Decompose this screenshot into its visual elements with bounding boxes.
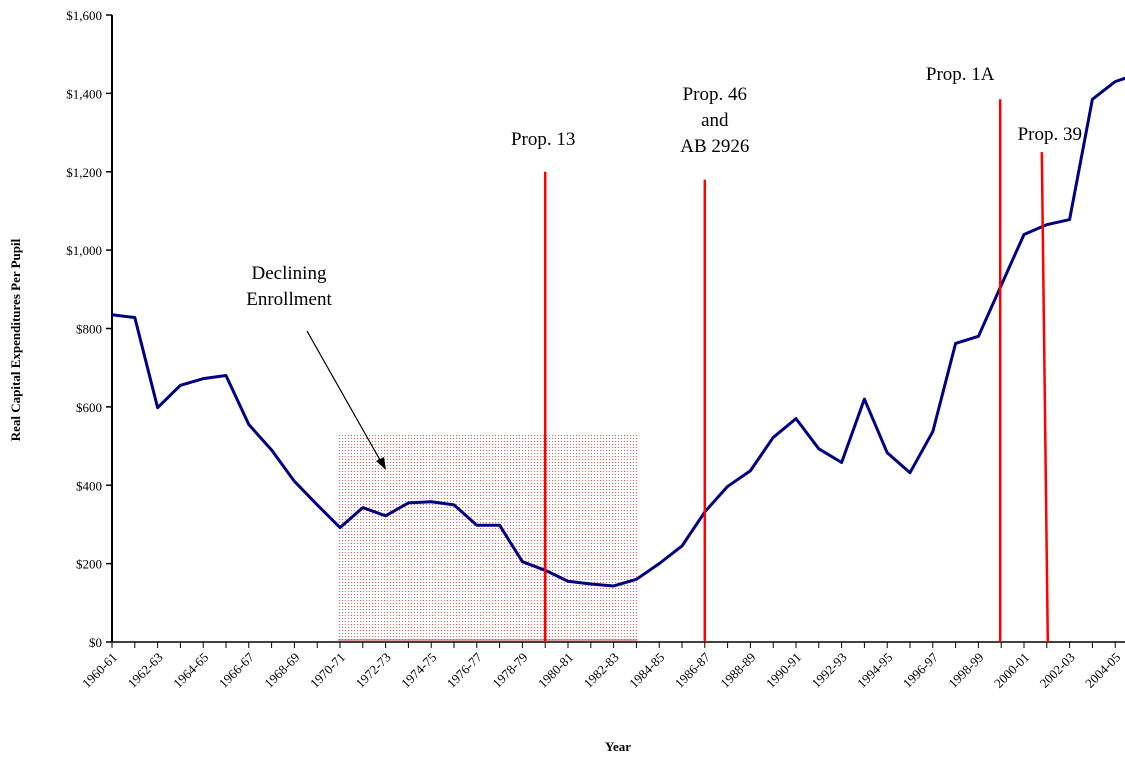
x-tick-label: 1968-69 <box>261 650 302 691</box>
declining-enrollment-shaded-region <box>338 434 638 642</box>
x-tick-label: 1982-83 <box>580 650 621 691</box>
x-tick-label: 1962-63 <box>124 650 165 691</box>
x-tick-label: 1970-71 <box>307 650 348 691</box>
y-axis-ticks: $0 $200 $400 $600 $800 $1,000 $1,200 $1,400 $1,6… <box>66 8 112 650</box>
declining-enrollment-label: Declining <box>252 263 327 284</box>
prop-13-label: Prop. 13 <box>511 129 575 150</box>
declining-enrollment-arrow <box>306 330 381 461</box>
y-tick-label: $800 <box>76 322 102 337</box>
prop-46-label: Prop. 46 <box>683 84 747 105</box>
y-tick-label: $1,400 <box>66 86 102 101</box>
x-tick-label: 1986-87 <box>672 649 714 691</box>
y-tick-label: $1,000 <box>66 243 102 258</box>
y-tick-label: $0 <box>89 635 102 650</box>
x-tick-label: 1988-89 <box>717 650 758 691</box>
x-tick-label: 1960-61 <box>79 650 120 691</box>
arrow-head <box>376 457 386 470</box>
prop-39-label: Prop. 39 <box>1018 124 1082 145</box>
x-axis-ticks: 1960-61 1962-63 1964-65 1966-67 1968-69 1970-… <box>79 642 1123 691</box>
prop-46-label: and <box>701 110 729 131</box>
x-tick-label: 1984-85 <box>626 650 667 691</box>
x-tick-label: 2002-03 <box>1036 650 1077 691</box>
x-tick-label: 1998-99 <box>945 650 986 691</box>
x-tick-label: 1964-65 <box>170 650 211 691</box>
x-tick-label: 1966-67 <box>216 649 258 691</box>
y-tick-label: $400 <box>76 478 102 493</box>
policy-marker-lines <box>543 99 1050 643</box>
x-tick-label: 1972-73 <box>352 650 393 691</box>
x-tick-label: 1992-93 <box>808 650 849 691</box>
policy-marker-line <box>1040 152 1050 643</box>
x-tick-label: 1976-77 <box>444 649 486 691</box>
prop-1a-label: Prop. 1A <box>926 64 995 85</box>
x-tick-label: 2004-05 <box>1082 650 1123 691</box>
x-tick-label: 1990-91 <box>763 650 804 691</box>
x-tick-label: 1996-97 <box>900 649 942 691</box>
y-tick-label: $600 <box>76 400 102 415</box>
prop-46-label: AB 2926 <box>680 136 749 157</box>
x-tick-label: 1980-81 <box>535 650 576 691</box>
x-axis-title: Year <box>605 739 631 754</box>
x-tick-label: 1974-75 <box>398 650 439 691</box>
y-tick-label: $1,600 <box>66 8 102 23</box>
y-tick-label: $200 <box>76 557 102 572</box>
x-tick-label: 1978-79 <box>489 650 530 691</box>
x-tick-label: 1994-95 <box>854 650 895 691</box>
annotations: Prop. 13 Prop. 46 and AB 2926 Prop. 1A Prop. … <box>246 64 1082 310</box>
series-line <box>111 76 1125 588</box>
x-tick-label: 2000-01 <box>991 650 1032 691</box>
declining-enrollment-label: Enrollment <box>246 289 332 310</box>
y-tick-label: $1,200 <box>66 165 102 180</box>
y-axis-title: Real Capital Expenditures Per Pupil <box>8 238 23 441</box>
